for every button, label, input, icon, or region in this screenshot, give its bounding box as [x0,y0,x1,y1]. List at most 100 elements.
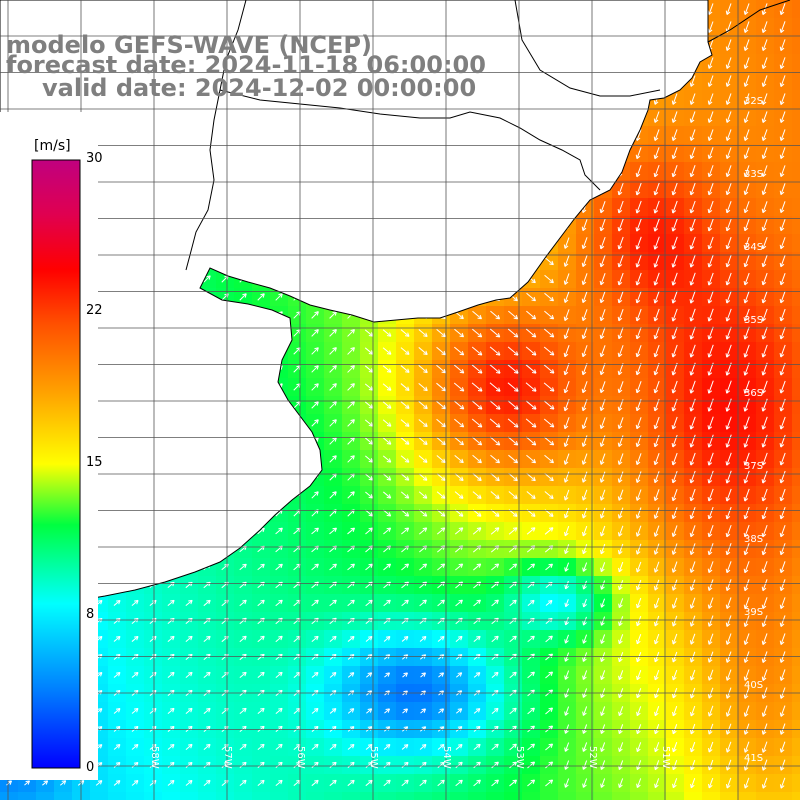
wind-speed-cell [738,144,757,163]
title-valid-date: valid date: 2024-12-02 00:00:00 [42,74,477,102]
wind-speed-cell [738,738,757,757]
wind-speed-cell [216,738,235,757]
wind-speed-cell [720,756,739,775]
wind-speed-cell [270,558,289,577]
wind-speed-cell [594,234,613,253]
wind-speed-cell [720,612,739,631]
wind-arrow [743,39,750,51]
wind-speed-cell [126,594,145,613]
wind-speed-cell [594,324,613,343]
wind-speed-cell [702,648,721,667]
wind-speed-cell [720,414,739,433]
wind-speed-cell [234,576,253,595]
wind-speed-cell [630,684,649,703]
wind-speed-cell [774,90,793,109]
wind-speed-cell [774,72,793,91]
wind-speed-cell [450,738,469,757]
wind-speed-cell [792,432,800,451]
wind-speed-cell [576,414,595,433]
wind-speed-cell [702,288,721,307]
wind-arrow [725,3,732,15]
wind-speed-cell [414,540,433,559]
wind-speed-cell [216,702,235,721]
wind-speed-cell [684,792,703,800]
wind-speed-cell [540,666,559,685]
wind-speed-cell [306,756,325,775]
wind-speed-cell [216,648,235,667]
wind-speed-cell [396,630,415,649]
wind-speed-cell [108,774,127,793]
wind-speed-cell [522,612,541,631]
wind-speed-cell [666,774,685,793]
wind-speed-cell [702,738,721,757]
wind-speed-cell [792,234,800,253]
wind-speed-cell [450,540,469,559]
wind-speed-cell [774,54,793,73]
wind-speed-cell [666,540,685,559]
wind-speed-cell [630,666,649,685]
wind-speed-cell [738,666,757,685]
wind-speed-cell [324,738,343,757]
wind-speed-cell [738,522,757,541]
wind-speed-cell [378,792,397,800]
wind-speed-cell [432,522,451,541]
longitude-label: 57W [222,746,233,769]
wind-speed-cell [666,702,685,721]
wind-speed-cell [684,522,703,541]
wind-speed-cell [684,468,703,487]
wind-arrow [725,39,732,51]
wind-speed-cell [666,612,685,631]
wind-speed-cell [540,684,559,703]
wind-speed-cell [540,612,559,631]
wind-speed-cell [378,612,397,631]
wind-speed-cell [558,234,577,253]
wind-speed-cell [648,306,667,325]
wind-speed-cell [594,342,613,361]
wind-speed-cell [198,648,217,667]
wind-speed-cell [756,180,775,199]
wind-speed-cell [594,756,613,775]
wind-speed-cell [414,738,433,757]
wind-speed-cell [684,144,703,163]
wind-speed-cell [756,702,775,721]
wind-speed-cell [324,504,343,523]
wind-speed-cell [486,648,505,667]
wind-arrow [743,21,750,33]
wind-speed-cell [342,396,361,415]
wind-speed-cell [504,612,523,631]
wind-speed-cell [396,594,415,613]
latitude-label: 33S [744,169,763,180]
wind-speed-cell [162,630,181,649]
wind-speed-cell [198,792,217,800]
wind-speed-cell [666,522,685,541]
wind-speed-cell [198,738,217,757]
wind-speed-cell [666,396,685,415]
wind-speed-cell [324,702,343,721]
wind-speed-cell [342,450,361,469]
wind-speed-cell [630,702,649,721]
wind-speed-cell [756,306,775,325]
wind-speed-cell [108,738,127,757]
wind-speed-cell [324,774,343,793]
wind-speed-cell [576,666,595,685]
wind-speed-cell [486,774,505,793]
wind-arrow [761,3,768,16]
wind-speed-cell [162,756,181,775]
wind-speed-cell [612,684,631,703]
wind-speed-cell [324,432,343,451]
wind-speed-cell [630,630,649,649]
wind-speed-cell [702,576,721,595]
wind-speed-cell [414,648,433,667]
wind-speed-cell [612,540,631,559]
wind-speed-cell [594,540,613,559]
wind-speed-cell [720,72,739,91]
wind-speed-cell [414,684,433,703]
wind-speed-cell [198,702,217,721]
wind-speed-cell [702,198,721,217]
wind-speed-cell [576,468,595,487]
wind-speed-cell [576,216,595,235]
wind-speed-cell [504,684,523,703]
wind-speed-cell [324,792,343,800]
wind-speed-cell [216,666,235,685]
wind-speed-cell [396,756,415,775]
